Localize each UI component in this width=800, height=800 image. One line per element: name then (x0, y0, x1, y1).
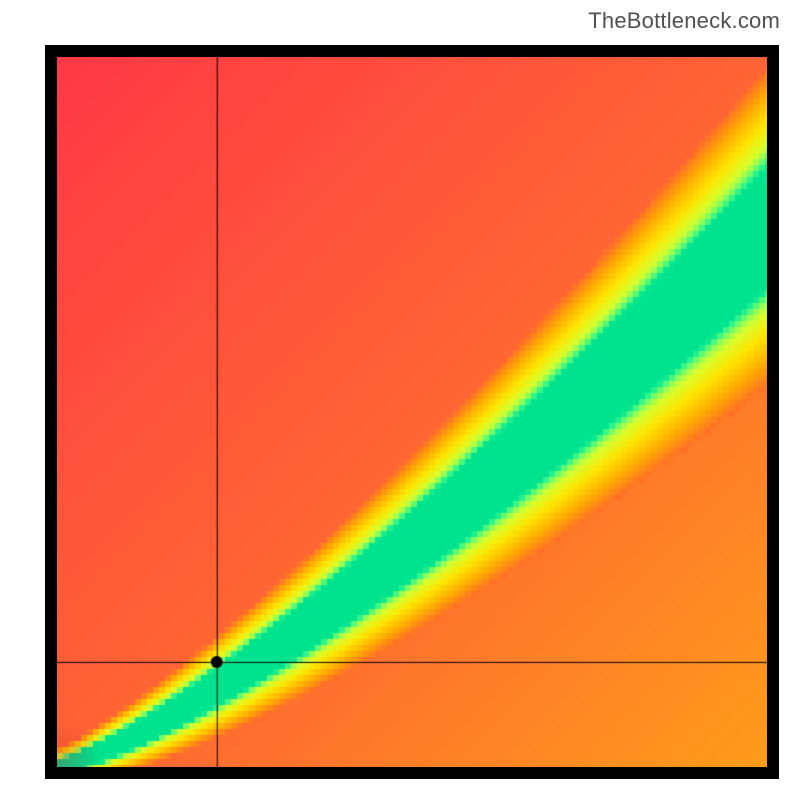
plot-border (45, 45, 779, 779)
chart-container: TheBottleneck.com (0, 0, 800, 800)
crosshair-overlay (57, 57, 767, 767)
canvas-wrap (57, 57, 767, 767)
watermark-text: TheBottleneck.com (588, 8, 780, 34)
